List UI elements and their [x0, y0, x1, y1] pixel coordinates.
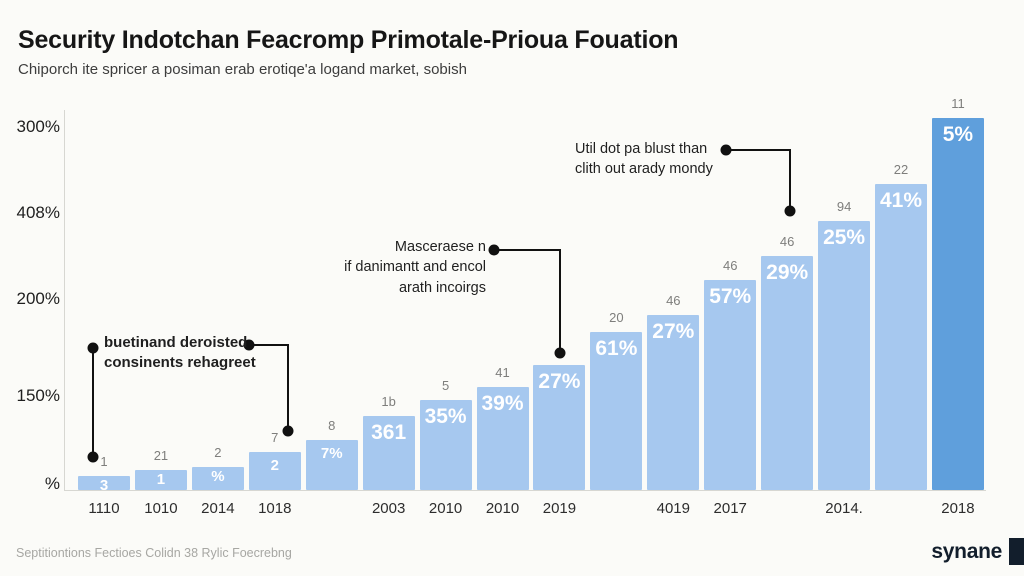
bar-top-note: 22: [893, 162, 909, 177]
bar: %: [191, 467, 244, 490]
bar-value-label: 25%: [823, 226, 866, 249]
bar: 41%: [875, 184, 928, 490]
y-tick-label: 300%: [16, 117, 60, 136]
bar-value-label: 361: [371, 421, 407, 444]
bar: 39%: [476, 387, 529, 490]
bar-top-note: 21: [153, 448, 169, 463]
bar-value-label: 2: [270, 457, 279, 474]
y-tick-label: %: [44, 474, 60, 493]
brand-mark-icon: [1009, 538, 1024, 565]
x-axis-label: 2003: [371, 500, 406, 517]
bar: 3: [78, 476, 130, 494]
x-axis-label: 4019: [656, 500, 690, 517]
bar: 27%: [533, 365, 586, 490]
bar: 61%: [590, 332, 643, 490]
bar-top-note: 7: [271, 430, 279, 445]
bar-value-label: 29%: [766, 261, 809, 284]
annotation-left: buetinand deroisted consinents rehagreet: [104, 334, 256, 372]
bar-value-label: 27%: [652, 320, 695, 343]
y-axis-line: [64, 110, 65, 490]
bar-top-note: 20: [609, 310, 624, 325]
x-axis-line: [64, 490, 986, 491]
bar: 2: [248, 452, 301, 490]
bar-value-label: 39%: [481, 392, 524, 415]
callout-top-right: [720, 144, 796, 217]
x-axis-label: 2019: [542, 500, 577, 517]
bar-top-note: 1b: [381, 394, 396, 409]
x-axis-label: 2014.: [825, 500, 863, 517]
page-subtitle: Chiporch ite spricer a posiman erab erot…: [18, 61, 467, 78]
annotation-middle: Masceraese n if danimantt and encol arat…: [344, 239, 486, 296]
bar-top-note: 5: [441, 378, 450, 393]
bar-top-note: 8: [328, 418, 336, 433]
y-tick-label: 150%: [16, 386, 60, 405]
y-tick-label: 408%: [16, 203, 60, 222]
bar-value-label: 1: [156, 471, 166, 488]
bar-value-label: 61%: [595, 337, 638, 360]
bar-top-note: 2: [214, 445, 222, 460]
bar-top-note: 41: [495, 365, 510, 380]
brand-logo: synane: [931, 538, 1024, 565]
bar-top-note: 46: [722, 258, 738, 273]
x-axis-label: 2014: [201, 500, 235, 517]
bar-value-label: %: [211, 468, 225, 485]
brand-name: synane: [931, 539, 1002, 563]
bar: 57%: [704, 280, 757, 490]
x-axis-label: 2018: [941, 500, 975, 517]
x-axis-label: 2010: [428, 500, 463, 517]
bar: 361: [362, 416, 415, 490]
bar: 27%: [647, 315, 700, 490]
x-axis-label: 1010: [144, 500, 178, 517]
bar: 5%: [931, 118, 984, 490]
bar-top-note: 1: [100, 454, 108, 469]
x-axis-label: 1018: [258, 500, 292, 517]
bar-value-label: 35%: [424, 405, 467, 428]
source-note: Septitiontions Fectioes Colidn 38 Rylic …: [16, 546, 292, 560]
bar-top-note: 94: [836, 199, 852, 214]
bar-top-note: 46: [666, 293, 681, 308]
annotation-top-right: Util dot pa blust than clith out arady m…: [575, 141, 713, 178]
bar-value-label: 27%: [538, 370, 581, 393]
bar: 7%: [305, 440, 358, 490]
x-axis-label: 2010: [485, 500, 520, 517]
x-axis-label: 1110: [88, 500, 120, 517]
callout-middle: [488, 244, 566, 359]
bar-top-note: 46: [779, 234, 795, 249]
x-axis-label: 2017: [713, 500, 747, 517]
bar: 35%: [419, 400, 472, 490]
bar-value-label: 41%: [880, 189, 923, 212]
bar-value-label: 7%: [320, 445, 343, 462]
bar-value-label: 57%: [709, 285, 752, 308]
bar: 1: [134, 470, 187, 490]
page-title: Security Indotchan Feacromp Primotale-Pr…: [18, 26, 679, 54]
bar-value-label: 3: [99, 477, 109, 494]
bar-value-label: 5%: [942, 123, 974, 146]
y-tick-label: 200%: [16, 289, 60, 308]
bar: 25%: [818, 221, 871, 490]
bar: 29%: [761, 256, 814, 490]
bar-top-note: 11: [951, 96, 965, 111]
